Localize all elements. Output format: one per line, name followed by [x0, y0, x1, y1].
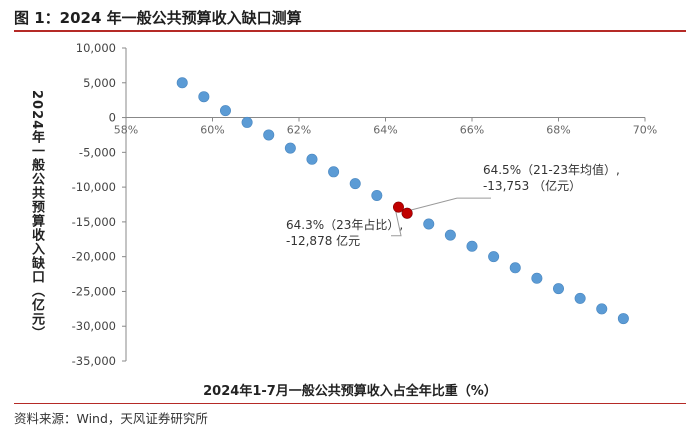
annotation-leader: [391, 210, 402, 237]
source-note: 资料来源：Wind，天风证券研究所: [14, 411, 208, 426]
y-tick-label: -15,000: [72, 215, 116, 229]
data-point: [552, 283, 564, 295]
x-axis-label: 2024年1-7月一般公共预算收入占全年比重（%）: [203, 384, 497, 399]
data-point: [531, 272, 543, 284]
annotation-label: -12,878 亿元: [286, 233, 360, 248]
data-point: [284, 142, 296, 154]
x-tick-label: 64%: [373, 124, 397, 137]
annotation-label: 64.3%（23年占比）,: [286, 217, 403, 232]
y-tick-label: -35,000: [72, 354, 116, 368]
data-point: [263, 129, 275, 141]
x-tick-label: 62%: [287, 124, 311, 137]
y-tick-label: -20,000: [72, 250, 116, 264]
y-tick-label: 10,000: [76, 41, 116, 55]
y-tick-label: 5,000: [83, 76, 116, 90]
data-point: [488, 251, 500, 263]
data-point: [219, 105, 231, 117]
data-point: [241, 116, 253, 128]
data-point: [349, 178, 361, 190]
scatter-chart: 10,000 5,000 0 -5,000 -10,000 -15,000 -20,000 -…: [72, 41, 658, 368]
x-tick-label: 66%: [460, 124, 484, 137]
y-tick-label: -5,000: [79, 145, 116, 159]
annotation-leader: [410, 197, 491, 211]
y-tick-label: -30,000: [72, 319, 116, 333]
annotation-label: -13,753 （亿元）: [483, 178, 581, 193]
data-point: [466, 240, 478, 252]
y-axis-label: 2024年一般公共预算收入缺口（亿元）: [29, 90, 44, 341]
data-point: [617, 313, 629, 325]
x-tick-label: 60%: [200, 124, 224, 137]
highlight-point: [401, 207, 413, 219]
data-point: [509, 262, 521, 274]
figure-title: 图 1：2024 年一般公共预算收入缺口测算: [14, 9, 302, 27]
y-tick-label: -10,000: [72, 180, 116, 194]
x-tick-label: 70%: [633, 124, 657, 137]
data-point: [574, 292, 586, 304]
data-point: [596, 303, 608, 315]
y-tick-label: 0: [109, 111, 116, 125]
data-point: [176, 77, 188, 89]
data-point: [328, 166, 340, 178]
data-point: [306, 153, 318, 165]
data-point: [444, 229, 456, 241]
title-bar: 图 1：2024 年一般公共预算收入缺口测算: [0, 0, 700, 32]
data-point: [198, 91, 210, 103]
y-tick-label: -25,000: [72, 284, 116, 298]
data-point: [371, 189, 383, 201]
x-tick-label: 68%: [546, 124, 570, 137]
source-rule: [14, 403, 686, 404]
annotation-label: 64.5%（21-23年均值）,: [483, 162, 620, 177]
data-point: [423, 218, 435, 230]
title-rule: [14, 30, 686, 32]
highlight-point: [392, 201, 404, 213]
x-tick-label: 58%: [114, 124, 138, 137]
